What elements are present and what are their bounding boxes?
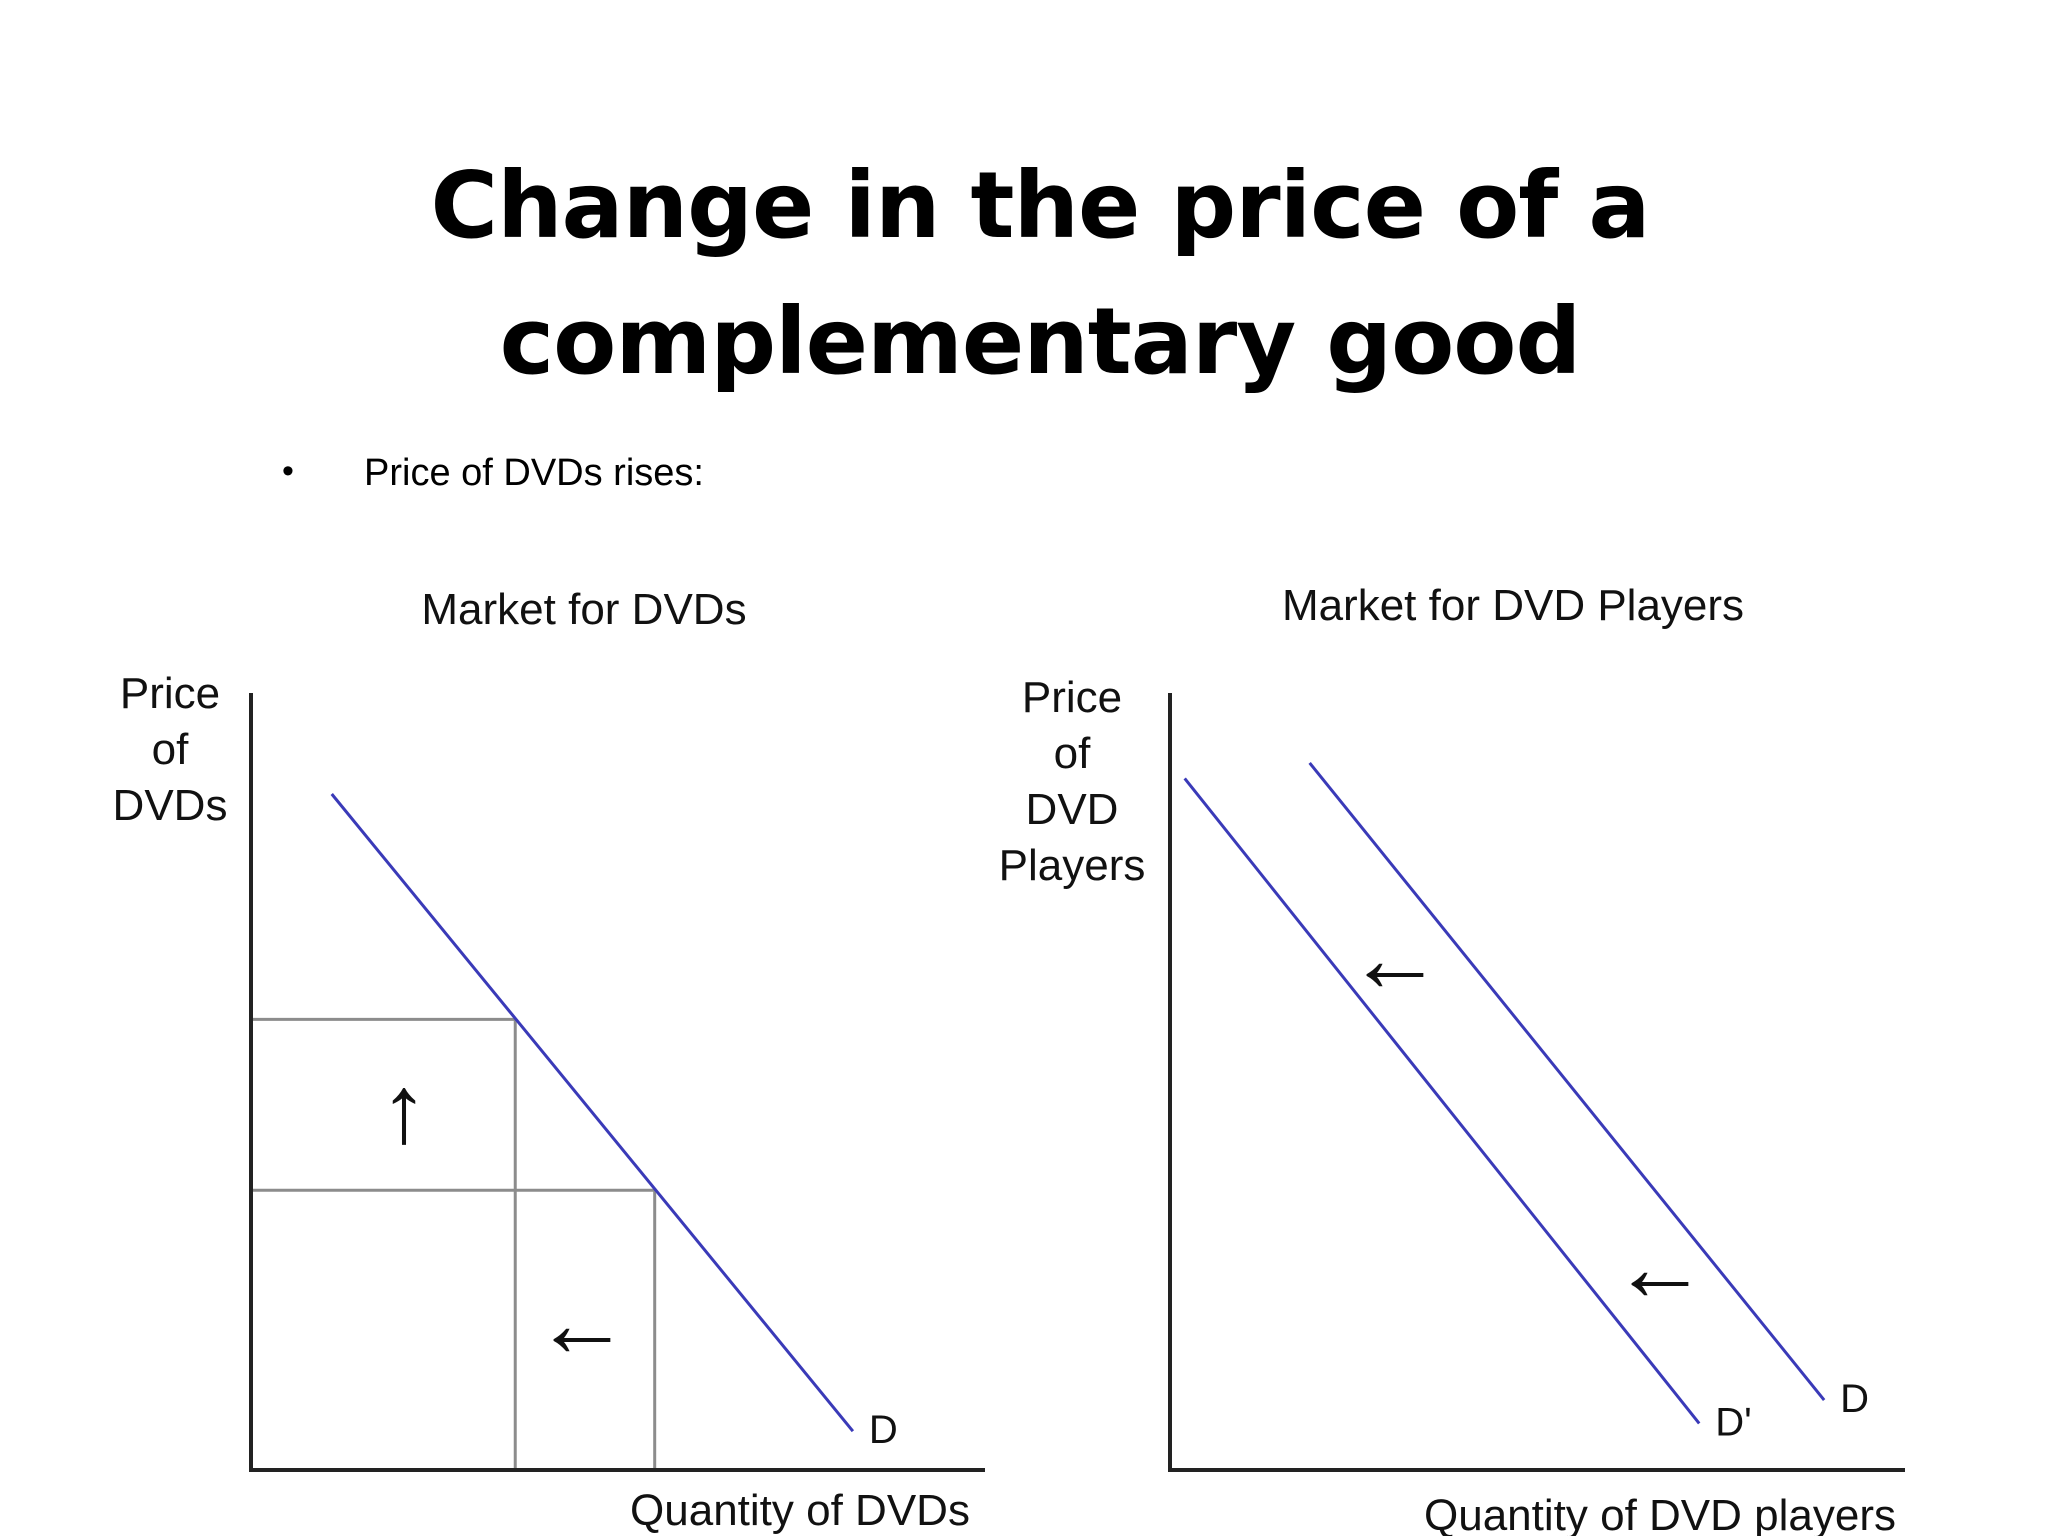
demand-curve-label: D	[1840, 1377, 1869, 1421]
y-axis-label-line: Players	[999, 841, 1146, 890]
y-axis-label-line: Price	[120, 669, 220, 718]
arrow-up-icon: ↑	[380, 1056, 428, 1163]
demand-curve	[1308, 761, 1826, 1402]
x-axis-label: Quantity of DVDs	[630, 1486, 970, 1535]
y-axis-label-line: DVDs	[113, 781, 228, 830]
demand-curve	[330, 793, 855, 1433]
chart-title: Market for DVD Players	[1282, 581, 1744, 630]
y-axis-label-line: DVD	[1026, 785, 1119, 834]
arrow-left-icon: ←	[1347, 905, 1443, 1012]
arrow-left-icon: ←	[1612, 1214, 1708, 1321]
demand-curve-label: D	[869, 1408, 898, 1452]
y-axis-label-line: of	[152, 725, 189, 774]
bullet-text: Price of DVDs rises:	[364, 452, 704, 494]
x-axis-label: Quantity of DVD players	[1424, 1491, 1896, 1536]
demand-curve	[1183, 777, 1701, 1425]
arrow-left-icon: ←	[534, 1270, 630, 1377]
bullet-dot: •	[282, 452, 294, 490]
slide-title: Change in the price of a complementary g…	[430, 152, 1651, 395]
y-axis-label-line: Price	[1022, 673, 1122, 722]
y-axis-label-line: of	[1054, 729, 1091, 778]
demand-curve-label: D'	[1715, 1400, 1752, 1444]
chart-title: Market for DVDs	[421, 585, 746, 634]
